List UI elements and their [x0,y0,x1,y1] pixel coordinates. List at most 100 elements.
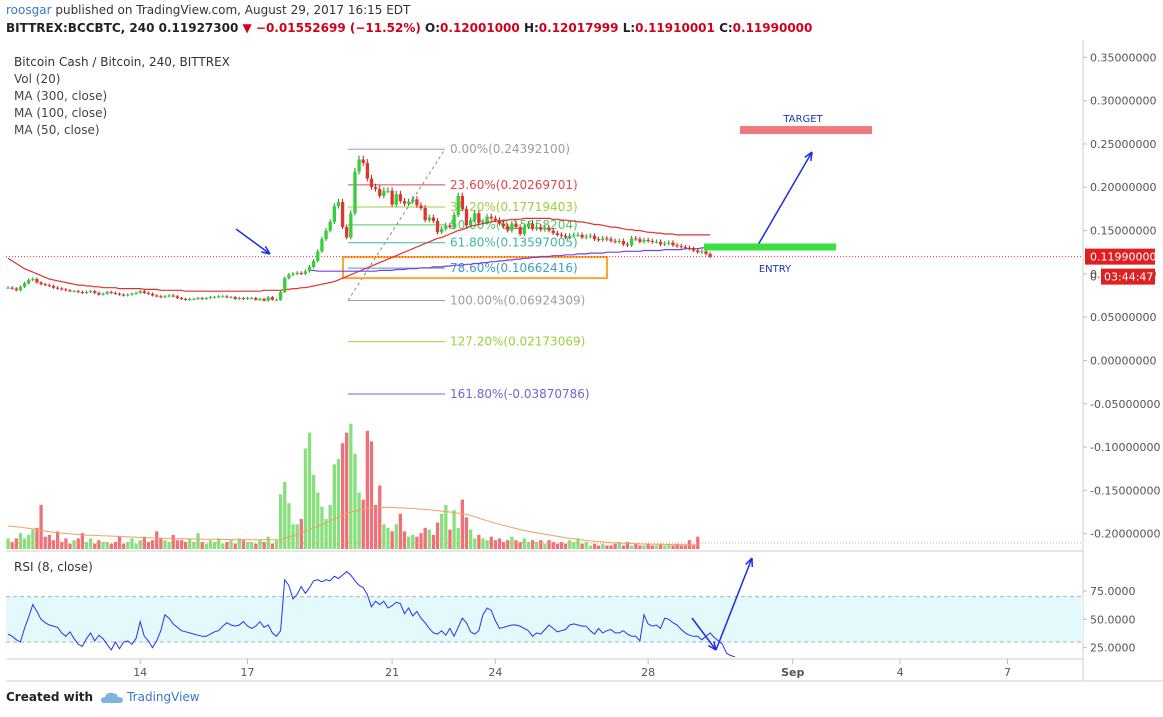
volume-bar [497,538,502,549]
volume-bar [175,540,180,549]
ohlc-high-label: H: [523,21,539,35]
volume-bar [278,494,283,549]
volume-bar [35,527,39,549]
volume-bar [543,543,547,549]
rsi-band [6,596,1083,642]
volume-bar [270,543,275,549]
candle-body [464,208,469,226]
candle-body [588,235,593,237]
volume-bar [514,540,518,549]
candle-body [580,234,584,238]
candle-body [262,298,266,301]
author-link[interactable]: roosgar [6,3,52,17]
volume-bar [328,504,332,549]
volume-bar [493,540,498,549]
candle-body [89,291,93,293]
volume-bar [456,527,460,549]
candle-body [138,291,142,293]
candle-body [126,294,130,296]
candle-body [460,195,464,209]
volume-bar [229,540,233,549]
volume-bar [448,529,452,549]
ohlc-high: 0.12017999 [538,21,619,35]
candle-body [183,298,188,300]
x-tick-label: 14 [133,666,147,679]
volume-bar [584,541,588,549]
candle-body [473,213,477,221]
zero-tick-label: 0 [1090,271,1097,284]
countdown-tag [1101,268,1155,285]
volume-bar [696,536,700,549]
candle-body [188,298,192,300]
y-tick-label: -0.05000000 [1090,398,1160,411]
candle-body [650,240,654,242]
legend-entry: MA (300, close) [14,89,107,103]
candle-body [336,201,341,207]
candle-body [605,238,609,240]
candle-body [621,240,626,245]
volume-bar [72,540,76,549]
legend-entry: MA (100, close) [14,106,107,120]
tradingview-brand[interactable]: TradingView [127,690,200,704]
candle-body [159,296,163,298]
candle-body [175,296,180,299]
volume-bar [369,441,374,549]
candle-body [530,223,535,229]
volume-bar [105,541,109,549]
volume-bar [241,540,246,549]
axes: 0.35000000 0.30000000 0.25000000 0.20000000… [133,51,1160,679]
volume-bar [27,534,31,549]
fib-level-label: 23.60%(0.20269701) [450,178,578,192]
volume-bar [80,533,85,549]
candle-body [101,293,105,295]
buy-arrow-head [261,245,271,255]
fibonacci-retracement[interactable]: 0.00%(0.24392100) 23.60%(0.20269701) 38.20… [342,142,608,401]
volume-bar [200,541,204,549]
volume-bar [625,541,630,549]
annotations[interactable]: TARGET ENTRY [235,114,872,651]
candle-body [555,233,559,235]
candle-body [642,240,646,242]
volume-bar [464,517,469,549]
volume-bar [146,541,151,549]
volume-bar [225,541,229,549]
x-tick-label: 24 [488,666,502,679]
candle-body [254,298,258,300]
candle-body [51,285,56,288]
volume-bar [419,533,423,549]
volume-bar [68,543,72,549]
published-text: published on TradingView.com, August 29,… [55,3,411,17]
volume-bar [101,541,105,549]
candle-body [679,246,683,248]
candle-body [617,240,621,242]
volume-bar [510,536,514,549]
candle-body [84,292,89,294]
candle-body [625,244,630,246]
ma-300-line [7,217,711,292]
volume-bar [204,543,208,549]
candle-body [431,217,436,222]
y-tick-label: -0.20000000 [1090,528,1160,541]
candle-body [109,292,113,294]
candle-body [704,251,708,254]
target-arrow-head [804,151,813,162]
volume-bar [84,541,89,549]
volume-bar [592,543,597,549]
volume-bar [97,540,101,549]
ohlc-open-label: O: [425,21,441,35]
candle-body [72,291,76,293]
candle-body [427,217,431,221]
volume-ma-line [7,506,698,546]
candle-body [64,289,68,291]
candle-body [299,272,303,274]
volume-bar [196,533,200,549]
volume-bar [526,541,531,549]
candle-body [522,227,526,235]
rsi-y-tick-label: 25.0000 [1090,642,1136,655]
candle-body [332,206,336,222]
candle-body [312,260,316,267]
candle-body [340,201,345,228]
candle-body [10,287,14,289]
volume-bar [245,541,250,549]
